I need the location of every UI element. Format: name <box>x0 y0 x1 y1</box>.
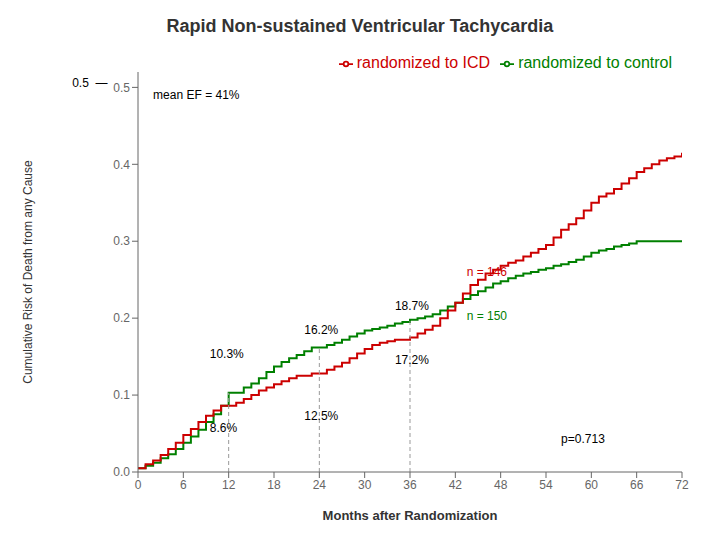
svg-text:48: 48 <box>494 478 508 492</box>
svg-text:Months after Randomization: Months after Randomization <box>323 508 498 523</box>
svg-text:6: 6 <box>180 478 187 492</box>
svg-text:p=0.713: p=0.713 <box>561 432 605 446</box>
svg-text:0.5 —: 0.5 — <box>72 76 107 90</box>
html-text:Rapid Non-sustained Ventricula: Rapid Non-sustained Ventricular Tachycar… <box>166 16 554 36</box>
svg-text:0.1: 0.1 <box>113 388 130 402</box>
svg-text:18.7%: 18.7% <box>395 299 429 313</box>
svg-text:54: 54 <box>539 478 553 492</box>
svg-text:0.3: 0.3 <box>113 234 130 248</box>
svg-text:72: 72 <box>675 478 689 492</box>
svg-text:Cumulative Risk of Death from: Cumulative Risk of Death from any Cause <box>21 160 35 384</box>
svg-text:0.0: 0.0 <box>113 465 130 479</box>
svg-text:12: 12 <box>222 478 236 492</box>
svg-text:42: 42 <box>449 478 463 492</box>
svg-text:60: 60 <box>585 478 599 492</box>
svg-text:0.5: 0.5 <box>113 81 130 95</box>
svg-text:24: 24 <box>313 478 327 492</box>
svg-text:0.2: 0.2 <box>113 311 130 325</box>
svg-text:n = 150: n = 150 <box>467 309 508 323</box>
svg-text:n = 146: n = 146 <box>467 265 508 279</box>
svg-text:30: 30 <box>358 478 372 492</box>
svg-text:66: 66 <box>630 478 644 492</box>
html-text:randomized to ICD: randomized to ICD <box>356 54 491 71</box>
svg-text:0: 0 <box>135 478 142 492</box>
svg-text:12.5%: 12.5% <box>304 409 338 423</box>
html-text:randomized to control: randomized to control <box>518 54 672 71</box>
svg-text:0.4: 0.4 <box>113 158 130 172</box>
svg-text:17.2%: 17.2% <box>395 353 429 367</box>
svg-text:10.3%: 10.3% <box>210 347 244 361</box>
svg-text:18: 18 <box>267 478 281 492</box>
svg-text:16.2%: 16.2% <box>304 323 338 337</box>
svg-text:8.6%: 8.6% <box>210 421 238 435</box>
svg-text:mean EF = 41%: mean EF = 41% <box>153 88 240 102</box>
svg-text:36: 36 <box>403 478 417 492</box>
